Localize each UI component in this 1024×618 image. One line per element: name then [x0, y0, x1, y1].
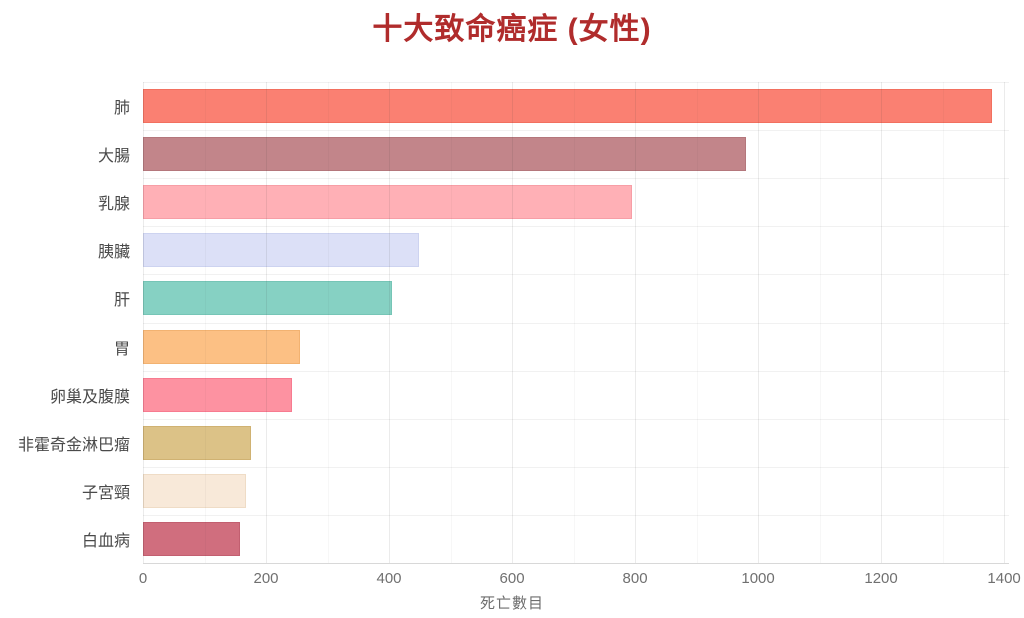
x-tick-label: 200 — [253, 570, 279, 587]
x-tick-label: 1400 — [987, 570, 1021, 587]
category-label: 子宮頸 — [81, 484, 130, 502]
gridline-horizontal — [143, 82, 1009, 83]
x-axis-title: 死亡數目 — [479, 595, 544, 612]
gridline-horizontal — [143, 130, 1009, 132]
category-label: 乳腺 — [97, 196, 130, 214]
gridline-horizontal — [143, 370, 1009, 372]
bar — [143, 137, 746, 172]
gridline-horizontal — [143, 178, 1009, 180]
gridline-vertical — [819, 82, 821, 563]
category-label: 肝 — [113, 292, 130, 310]
gridline-vertical — [881, 82, 883, 563]
gridline-horizontal — [143, 418, 1009, 420]
plot-area — [143, 82, 1009, 563]
bar — [143, 329, 300, 364]
bar — [143, 89, 992, 124]
category-label: 胰臟 — [97, 244, 130, 262]
gridline-vertical — [758, 82, 760, 563]
gridline-vertical — [942, 82, 944, 563]
bar — [143, 425, 251, 460]
y-axis-labels: 肺大腸乳腺胰臟肝胃卵巢及腹膜非霍奇金淋巴瘤子宮頸白血病 — [0, 82, 137, 563]
x-tick-label: 800 — [622, 570, 648, 587]
gridline-horizontal — [143, 466, 1009, 468]
gridline-horizontal — [143, 514, 1009, 516]
x-tick-label: 1200 — [864, 570, 898, 587]
category-label: 肺 — [113, 100, 130, 118]
x-axis-line — [143, 563, 1009, 564]
bar — [143, 233, 419, 268]
category-label: 大腸 — [97, 148, 130, 166]
x-tick-label: 400 — [376, 570, 402, 587]
chart-title: 十大致命癌症 (女性) — [372, 13, 652, 46]
gridline-horizontal — [143, 274, 1009, 276]
bar — [143, 185, 632, 220]
bar — [143, 377, 292, 412]
category-label: 卵巢及腹膜 — [49, 388, 130, 406]
category-label: 白血病 — [81, 532, 130, 550]
category-label: 胃 — [113, 340, 130, 358]
x-tick-label: 1000 — [741, 570, 775, 587]
x-tick-label: 0 — [138, 570, 148, 587]
gridline-vertical — [1004, 82, 1006, 563]
bar — [143, 473, 247, 508]
gridline-horizontal — [143, 226, 1009, 228]
category-label: 非霍奇金淋巴瘤 — [17, 436, 130, 454]
bar — [143, 521, 241, 556]
gridline-horizontal — [143, 322, 1009, 324]
x-tick-label: 600 — [499, 570, 525, 587]
bar — [143, 281, 393, 316]
